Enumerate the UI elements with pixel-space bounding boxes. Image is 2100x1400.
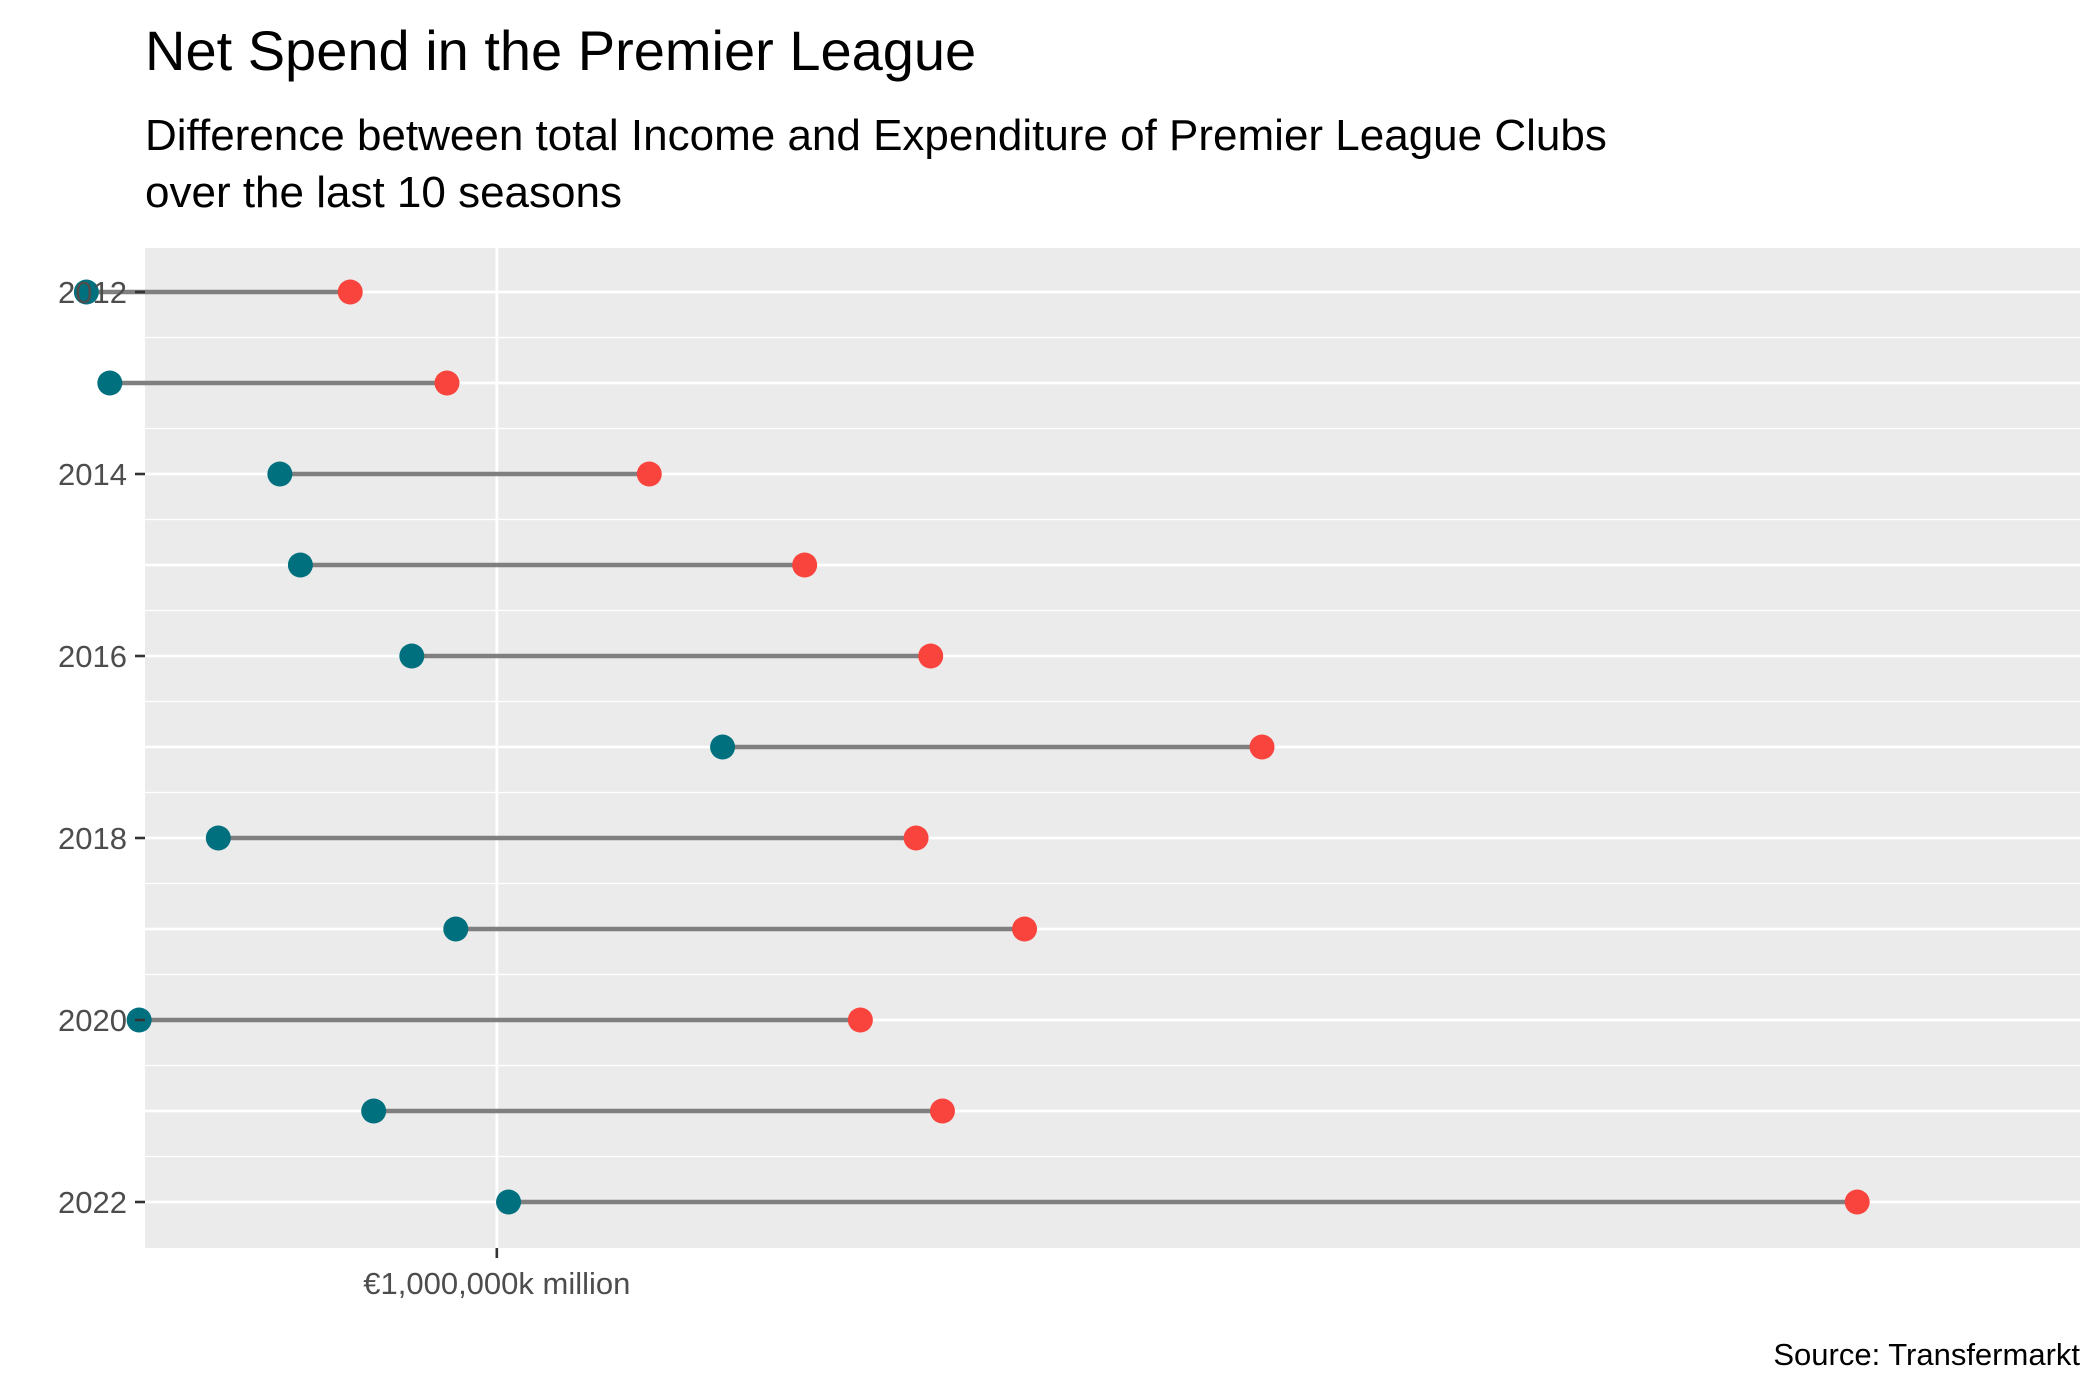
expenditure-point-2020 xyxy=(847,1007,873,1033)
chart-caption: Source: Transfermarkt xyxy=(1773,1337,2080,1372)
income-point-2022 xyxy=(496,1189,522,1215)
expenditure-point-2016 xyxy=(918,643,944,669)
income-point-2017 xyxy=(710,734,736,760)
dumbbell-points xyxy=(73,279,1870,1215)
chart-subtitle-line-1: Difference between total Income and Expe… xyxy=(145,111,1607,160)
expenditure-point-2021 xyxy=(929,1098,955,1124)
income-point-2016 xyxy=(399,643,425,669)
income-point-2019 xyxy=(443,916,469,942)
chart-title: Net Spend in the Premier League xyxy=(145,19,976,82)
expenditure-point-2015 xyxy=(792,552,818,578)
axes: 2012 2014 2016 2018 2020 2022 €1,000,000k mill… xyxy=(58,275,630,1301)
expenditure-point-2019 xyxy=(1012,916,1038,942)
expenditure-point-2014 xyxy=(636,461,662,487)
income-point-2015 xyxy=(287,552,313,578)
expenditure-point-2013 xyxy=(434,370,460,396)
y-tick-label-2020: 2020 xyxy=(58,1003,127,1038)
grid-lines xyxy=(145,248,2080,1248)
dumbbell-segments xyxy=(86,289,1858,1205)
income-point-2021 xyxy=(361,1098,387,1124)
income-point-2013 xyxy=(97,370,123,396)
y-tick-label-2014: 2014 xyxy=(58,457,127,492)
y-tick-label-2018: 2018 xyxy=(58,821,127,856)
y-tick-label-2022: 2022 xyxy=(58,1185,127,1220)
expenditure-point-2012 xyxy=(337,279,363,305)
y-tick-label-2012: 2012 xyxy=(58,275,127,310)
expenditure-point-2018 xyxy=(903,825,929,851)
y-tick-label-2016: 2016 xyxy=(58,639,127,674)
income-point-2012 xyxy=(73,279,99,305)
expenditure-point-2017 xyxy=(1249,734,1275,760)
chart-subtitle-line-2: over the last 10 seasons xyxy=(145,168,622,217)
income-point-2018 xyxy=(205,825,231,851)
x-tick-label: €1,000,000k million xyxy=(363,1266,630,1301)
expenditure-point-2022 xyxy=(1844,1189,1870,1215)
income-point-2014 xyxy=(267,461,293,487)
